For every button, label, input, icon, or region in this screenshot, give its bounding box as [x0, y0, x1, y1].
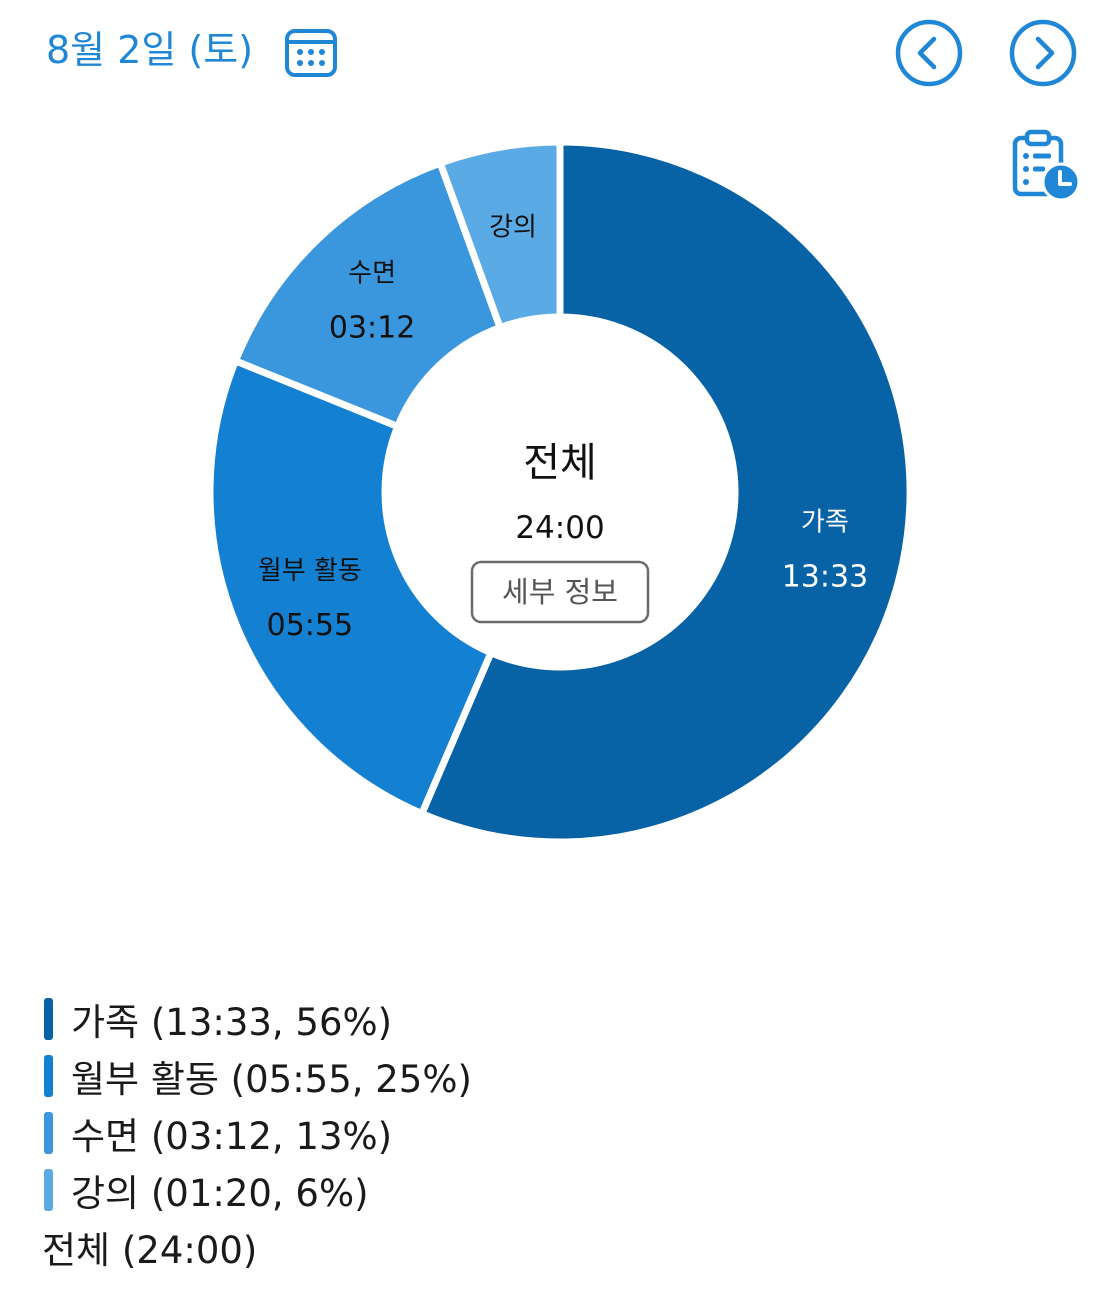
slice-time-1: 05:55 — [267, 608, 353, 643]
slice-label-2: 수면 — [348, 258, 396, 288]
slice-label-0: 가족 — [801, 508, 849, 538]
calendar-icon[interactable] — [284, 26, 338, 78]
slice-label-3: 강의 — [489, 213, 537, 243]
legend-swatch — [44, 997, 53, 1040]
details-button[interactable]: 세부 정보 — [470, 560, 650, 624]
date-title: 8월 2일 (토) — [46, 28, 254, 72]
legend-item: 가족 (13:33, 56%) — [42, 990, 472, 1047]
legend-swatch — [44, 1168, 53, 1211]
chevron-right-circle-icon[interactable] — [1008, 18, 1078, 88]
center-title: 전체 — [523, 440, 597, 486]
donut-slice-0[interactable] — [418, 138, 914, 846]
legend-label: 강의 (01:20, 6%) — [71, 1171, 369, 1215]
legend-item: 월부 활동 (05:55, 25%) — [42, 1047, 472, 1104]
chevron-left-circle-icon[interactable] — [894, 18, 964, 88]
legend-item: 수면 (03:12, 13%) — [42, 1104, 472, 1161]
slice-time-2: 03:12 — [329, 310, 415, 345]
slice-label-1: 월부 활동 — [258, 556, 362, 586]
legend-label: 가족 (13:33, 56%) — [71, 1000, 393, 1044]
legend-label: 수면 (03:12, 13%) — [71, 1114, 393, 1158]
donut-slice-2[interactable] — [231, 159, 504, 430]
clipboard-clock-icon[interactable] — [1010, 128, 1082, 204]
details-button-label: 세부 정보 — [502, 575, 618, 609]
legend: 가족 (13:33, 56%) 월부 활동 (05:55, 25%) 수면 (0… — [42, 990, 472, 1275]
legend-swatch — [44, 1054, 53, 1097]
center-total-value: 24:00 — [515, 510, 604, 546]
legend-label: 월부 활동 (05:55, 25%) — [71, 1057, 472, 1101]
donut-slice-3[interactable] — [436, 138, 564, 332]
legend-swatch — [44, 1111, 53, 1154]
donut-chart: 가족 13:33 월부 활동 05:55 수면 03:12 강의 전체 24:00 세부 정… — [206, 138, 914, 846]
legend-item: 강의 (01:20, 6%) — [42, 1161, 472, 1218]
donut-slice-1[interactable] — [206, 357, 495, 818]
slice-time-0: 13:33 — [782, 560, 868, 595]
legend-total: 전체 (24:00) — [42, 1228, 258, 1272]
